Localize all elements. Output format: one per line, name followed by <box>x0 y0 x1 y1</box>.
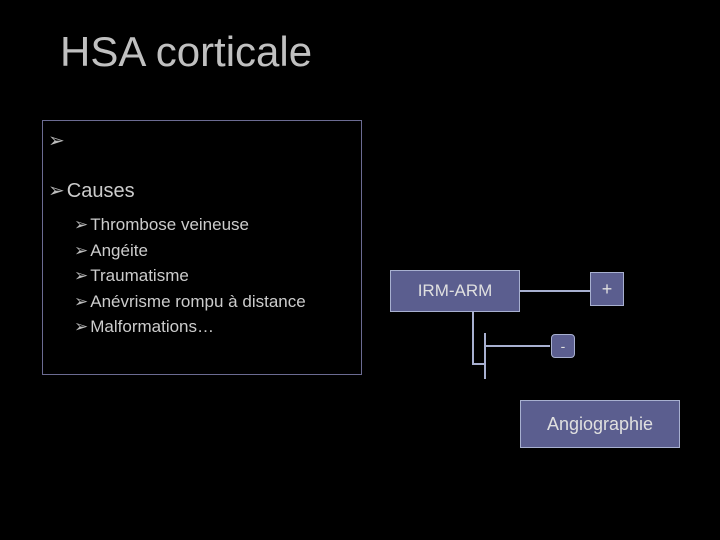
flowchart-edge <box>472 312 474 364</box>
list-item: ➢Traumatisme <box>74 263 306 289</box>
list-item-label: Traumatisme <box>90 266 189 285</box>
list-item-label: Malformations… <box>90 317 214 336</box>
list-item: ➢Malformations… <box>74 314 306 340</box>
chevron-icon: ➢ <box>74 317 88 336</box>
list-item-label: Angéite <box>90 241 148 260</box>
flowchart-node-angiographie: Angiographie <box>520 400 680 448</box>
chevron-icon: ➢ <box>74 292 88 311</box>
flowchart-edge <box>520 290 590 292</box>
list-item: ➢Angéite <box>74 238 306 264</box>
list-item-label: Thrombose veineuse <box>90 215 249 234</box>
slide-title: HSA corticale <box>60 28 312 76</box>
causes-label: Causes <box>67 180 135 202</box>
causes-sub-list: ➢Thrombose veineuse ➢Angéite ➢Traumatism… <box>74 212 306 340</box>
chevron-icon: ➢ <box>74 241 88 260</box>
chevron-icon: ➢ <box>48 130 65 152</box>
empty-bullet: ➢ <box>48 128 67 153</box>
flowchart-node-plus: + <box>590 272 624 306</box>
list-item: ➢Anévrisme rompu à distance <box>74 289 306 315</box>
list-item: ➢Thrombose veineuse <box>74 212 306 238</box>
list-item-label: Anévrisme rompu à distance <box>90 292 305 311</box>
flowchart-edge <box>486 345 550 347</box>
chevron-icon: ➢ <box>74 266 88 285</box>
flowchart-node-irm: IRM-ARM <box>390 270 520 312</box>
chevron-icon: ➢ <box>48 180 65 202</box>
causes-heading: ➢Causes <box>48 178 135 203</box>
flowchart-edge <box>484 333 486 379</box>
flowchart-node-minus: - <box>551 334 575 358</box>
chevron-icon: ➢ <box>74 215 88 234</box>
